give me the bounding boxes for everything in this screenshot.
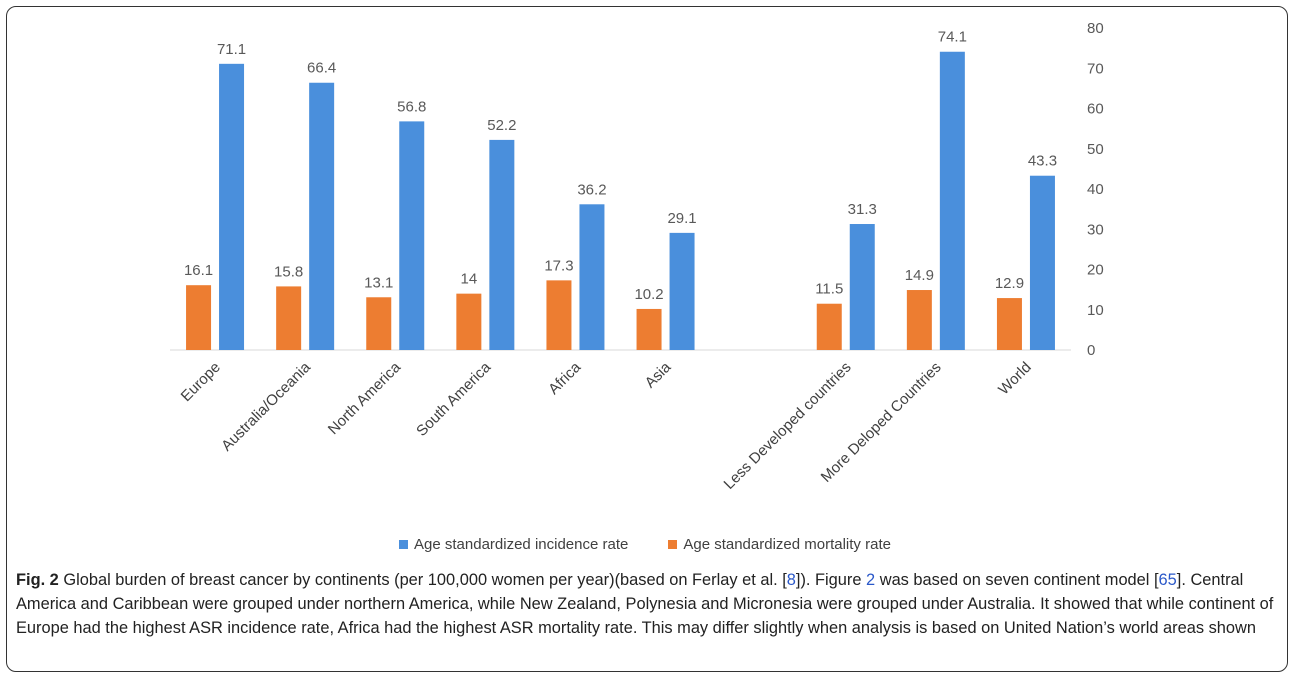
- y-tick-label: 10: [1087, 302, 1104, 319]
- x-category-label: Europe: [178, 359, 224, 405]
- bar-mortality: [546, 280, 572, 350]
- data-label-mortality: 16.1: [184, 262, 213, 279]
- bar-incidence: [489, 139, 515, 350]
- y-tick-label: 0: [1087, 342, 1095, 359]
- data-label-incidence: 52.2: [487, 117, 516, 134]
- bar-incidence: [309, 82, 335, 351]
- bar-chart: 0 10 20 30 40 50 60 70 80 16.1 71.1 Europe 15.8 66.4 A…: [170, 20, 1104, 493]
- y-tick-label: 40: [1087, 181, 1104, 198]
- figure-label: Fig. 2: [16, 571, 59, 589]
- x-category-label: South America: [413, 358, 494, 439]
- x-category-label: World: [995, 359, 1035, 399]
- x-category-label: Asia: [642, 358, 675, 391]
- data-label-incidence: 56.8: [397, 98, 426, 115]
- data-label-incidence: 31.3: [848, 201, 877, 218]
- bar-incidence: [849, 224, 875, 350]
- bar-incidence: [669, 232, 695, 350]
- legend-swatch-mortality: [668, 539, 678, 549]
- data-label-incidence: 43.3: [1028, 153, 1057, 170]
- y-tick-label: 80: [1087, 20, 1104, 37]
- bar-mortality: [276, 286, 302, 350]
- data-label-incidence: 66.4: [307, 60, 336, 77]
- y-tick-label: 30: [1087, 221, 1104, 238]
- caption-text-4: ]. Central America and Caribbean were gr…: [16, 571, 1274, 637]
- data-label-mortality: 10.2: [634, 286, 663, 303]
- bar-mortality: [366, 297, 392, 350]
- bar-incidence: [1029, 175, 1055, 350]
- data-label-mortality: 11.5: [815, 281, 843, 298]
- bar-incidence: [939, 51, 965, 351]
- legend-item-mortality: Age standardized mortality rate: [668, 532, 891, 556]
- data-label-incidence: 74.1: [938, 29, 967, 46]
- bar-mortality: [816, 303, 842, 350]
- legend-item-incidence: Age standardized incidence rate: [399, 532, 628, 556]
- y-tick-label: 60: [1087, 101, 1104, 118]
- caption-ref-65[interactable]: 65: [1158, 571, 1177, 589]
- legend-label-incidence: Age standardized incidence rate: [414, 535, 629, 553]
- data-label-mortality: 12.9: [995, 275, 1024, 292]
- figure-caption: Fig. 2 Global burden of breast cancer by…: [16, 568, 1278, 640]
- legend-swatch-incidence: [399, 539, 409, 549]
- x-category-label: Australia/Oceania: [218, 358, 314, 454]
- caption-ref-figure-2[interactable]: 2: [866, 571, 876, 589]
- data-label-mortality: 15.8: [274, 263, 303, 280]
- bar-incidence: [219, 63, 245, 350]
- caption-ref-8[interactable]: 8: [786, 571, 796, 589]
- y-tick-label: 20: [1087, 262, 1104, 279]
- legend: Age standardized incidence rate Age stan…: [0, 532, 1290, 556]
- caption-text-3: was based on seven continent model [: [875, 571, 1159, 589]
- x-category-label: North America: [325, 358, 405, 438]
- bar-incidence: [399, 121, 425, 350]
- bar-mortality: [186, 285, 212, 350]
- caption-text-1: Global burden of breast cancer by contin…: [58, 571, 787, 589]
- bar-mortality: [456, 293, 482, 350]
- figure-frame: [6, 6, 1288, 672]
- data-label-incidence: 36.2: [577, 181, 606, 198]
- y-tick-label: 70: [1087, 60, 1104, 77]
- y-tick-label: 50: [1087, 141, 1104, 158]
- caption-text-2: ]). Figure: [795, 571, 867, 589]
- bar-mortality: [636, 308, 662, 350]
- legend-label-mortality: Age standardized mortality rate: [683, 535, 891, 553]
- x-category-label: Africa: [545, 358, 585, 398]
- data-label-mortality: 17.3: [544, 257, 573, 274]
- data-label-mortality: 14.9: [905, 267, 934, 284]
- data-label-incidence: 71.1: [217, 41, 246, 58]
- bar-mortality: [906, 290, 932, 350]
- data-label-incidence: 29.1: [667, 210, 696, 227]
- data-label-mortality: 13.1: [364, 274, 393, 291]
- bar-mortality: [996, 298, 1022, 350]
- bar-incidence: [579, 204, 605, 350]
- data-label-mortality: 14: [461, 271, 478, 288]
